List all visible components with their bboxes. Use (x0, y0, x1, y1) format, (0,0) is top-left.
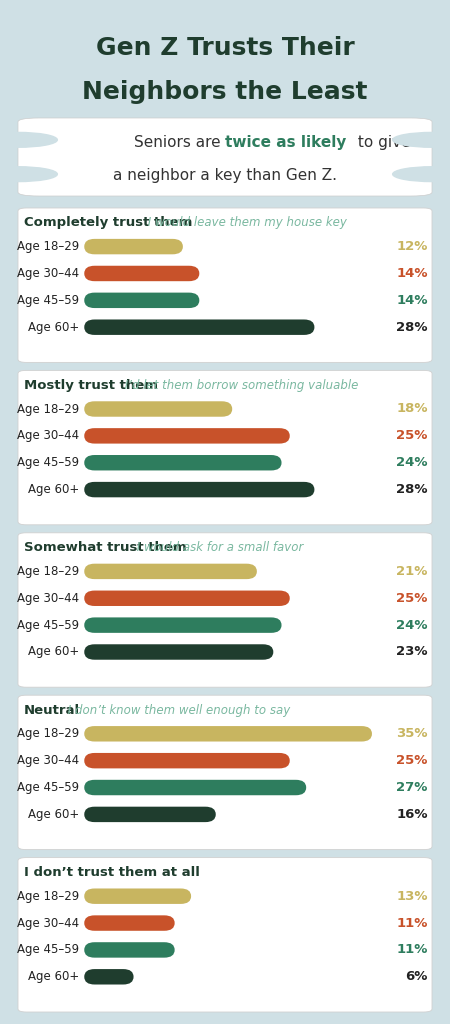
FancyBboxPatch shape (84, 319, 315, 335)
FancyBboxPatch shape (84, 726, 372, 741)
FancyBboxPatch shape (84, 428, 290, 443)
Text: Age 18–29: Age 18–29 (17, 402, 79, 416)
FancyBboxPatch shape (84, 889, 191, 904)
FancyBboxPatch shape (84, 482, 315, 498)
Text: 11%: 11% (396, 916, 428, 930)
Text: I’d let them borrow something valuable: I’d let them borrow something valuable (122, 379, 359, 392)
Text: Age 30–44: Age 30–44 (17, 429, 79, 442)
Text: Age 18–29: Age 18–29 (17, 240, 79, 253)
Text: 21%: 21% (396, 565, 428, 578)
Text: 6%: 6% (405, 971, 428, 983)
Text: I don’t trust them at all: I don’t trust them at all (24, 866, 200, 879)
Text: 35%: 35% (396, 727, 428, 740)
FancyBboxPatch shape (18, 371, 432, 524)
FancyBboxPatch shape (84, 563, 257, 580)
Text: Age 18–29: Age 18–29 (17, 727, 79, 740)
Text: 13%: 13% (396, 890, 428, 903)
Text: Age 45–59: Age 45–59 (17, 294, 79, 307)
FancyBboxPatch shape (18, 532, 432, 687)
FancyBboxPatch shape (84, 266, 199, 282)
Text: 27%: 27% (396, 781, 428, 794)
Text: 18%: 18% (396, 402, 428, 416)
Circle shape (393, 167, 450, 181)
FancyBboxPatch shape (84, 401, 232, 417)
FancyBboxPatch shape (84, 293, 199, 308)
Text: Age 60+: Age 60+ (28, 645, 79, 658)
FancyBboxPatch shape (18, 118, 432, 196)
Text: Age 60+: Age 60+ (28, 321, 79, 334)
FancyBboxPatch shape (84, 942, 175, 957)
Text: Age 45–59: Age 45–59 (17, 457, 79, 469)
Circle shape (393, 132, 450, 147)
Text: Age 30–44: Age 30–44 (17, 592, 79, 605)
Text: I don’t know them well enough to say: I don’t know them well enough to say (64, 703, 290, 717)
FancyBboxPatch shape (84, 239, 183, 254)
FancyBboxPatch shape (84, 617, 282, 633)
Text: Age 30–44: Age 30–44 (17, 916, 79, 930)
Text: 25%: 25% (396, 592, 428, 605)
FancyBboxPatch shape (84, 644, 273, 659)
Text: twice as likely: twice as likely (225, 135, 346, 151)
FancyBboxPatch shape (84, 591, 290, 606)
Text: Age 60+: Age 60+ (28, 483, 79, 496)
Text: 11%: 11% (396, 943, 428, 956)
FancyBboxPatch shape (18, 695, 432, 850)
Text: 28%: 28% (396, 321, 428, 334)
Text: Age 60+: Age 60+ (28, 971, 79, 983)
FancyBboxPatch shape (84, 780, 306, 796)
Text: 23%: 23% (396, 645, 428, 658)
Text: 14%: 14% (396, 294, 428, 307)
Text: Age 18–29: Age 18–29 (17, 565, 79, 578)
Text: 25%: 25% (396, 754, 428, 767)
Text: I would ask for a small favor: I would ask for a small favor (133, 541, 303, 554)
Text: Age 30–44: Age 30–44 (17, 267, 79, 280)
Text: Gen Z Trusts Their: Gen Z Trusts Their (95, 36, 355, 60)
FancyBboxPatch shape (18, 858, 432, 1012)
Text: to give: to give (352, 135, 410, 151)
FancyBboxPatch shape (18, 208, 432, 362)
Circle shape (0, 167, 57, 181)
FancyBboxPatch shape (84, 915, 175, 931)
Text: Somewhat trust them: Somewhat trust them (24, 541, 187, 554)
Text: 12%: 12% (396, 240, 428, 253)
FancyBboxPatch shape (84, 807, 216, 822)
Text: Seniors are: Seniors are (134, 135, 225, 151)
Text: 14%: 14% (396, 267, 428, 280)
Text: I would leave them my house key: I would leave them my house key (144, 216, 347, 229)
Text: Age 18–29: Age 18–29 (17, 890, 79, 903)
Text: 28%: 28% (396, 483, 428, 496)
Text: a neighbor a key than Gen Z.: a neighbor a key than Gen Z. (113, 168, 337, 183)
Text: Age 60+: Age 60+ (28, 808, 79, 821)
Text: Age 45–59: Age 45–59 (17, 618, 79, 632)
Text: Age 45–59: Age 45–59 (17, 943, 79, 956)
Text: 16%: 16% (396, 808, 428, 821)
Text: Age 45–59: Age 45–59 (17, 781, 79, 794)
Text: 25%: 25% (396, 429, 428, 442)
FancyBboxPatch shape (84, 753, 290, 768)
Text: Mostly trust them: Mostly trust them (24, 379, 158, 392)
FancyBboxPatch shape (84, 969, 134, 984)
Circle shape (0, 132, 57, 147)
Text: Neutral: Neutral (24, 703, 81, 717)
Text: 24%: 24% (396, 457, 428, 469)
Text: 24%: 24% (396, 618, 428, 632)
FancyBboxPatch shape (84, 455, 282, 470)
Text: Completely trust them: Completely trust them (24, 216, 193, 229)
Text: Age 30–44: Age 30–44 (17, 754, 79, 767)
Text: Neighbors the Least: Neighbors the Least (82, 80, 368, 104)
